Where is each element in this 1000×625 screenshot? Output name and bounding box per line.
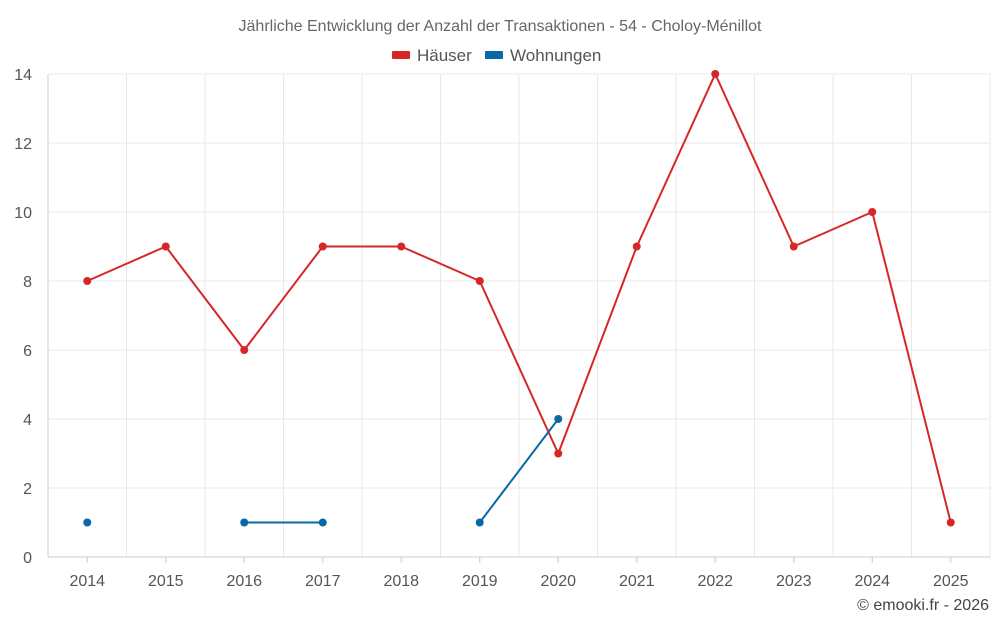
- data-point-haeuser[interactable]: [946, 518, 955, 527]
- data-point-haeuser[interactable]: [240, 346, 249, 354]
- data-point-haeuser[interactable]: [397, 242, 406, 251]
- x-tick-label: 2025: [933, 573, 969, 590]
- legend-item-haeuser[interactable]: Häuser: [392, 46, 472, 65]
- data-point-haeuser[interactable]: [789, 242, 798, 251]
- legend: Häuser Wohnungen: [392, 46, 601, 65]
- series-line-haeuser: [86, 73, 952, 523]
- x-axis: 2014 2015 2016 2017 2018 2019 2020 2021 2022 2023…: [48, 556, 990, 590]
- data-point-haeuser[interactable]: [554, 449, 563, 458]
- y-tick-label: 2: [23, 481, 32, 498]
- chart-title: Jährliche Entwicklung der Anzahl der Tra…: [239, 18, 762, 35]
- y-tick-label: 8: [23, 274, 32, 291]
- x-tick-label: 2022: [697, 573, 733, 590]
- y-tick-label: 6: [23, 343, 32, 360]
- series-lines: [86, 73, 952, 524]
- legend-swatch-wohnungen: [485, 51, 503, 59]
- x-tick-label: 2020: [540, 573, 576, 590]
- grid: [47, 73, 991, 558]
- series-line-wohnungen: [478, 418, 560, 524]
- data-point-haeuser[interactable]: [161, 242, 170, 251]
- x-tick-label: 2015: [148, 573, 184, 590]
- y-tick-label: 14: [14, 67, 32, 84]
- data-point-wohnungen[interactable]: [83, 518, 92, 527]
- x-tick-label: 2016: [226, 573, 262, 590]
- data-point-haeuser[interactable]: [318, 242, 327, 251]
- data-point-wohnungen[interactable]: [475, 518, 484, 527]
- data-point-haeuser[interactable]: [868, 208, 877, 216]
- x-tick-label: 2018: [383, 573, 419, 590]
- x-tick-label: 2017: [305, 573, 341, 590]
- y-axis: 0 2 4 6 8 10 12 14: [14, 67, 49, 567]
- y-tick-label: 0: [23, 550, 32, 567]
- data-point-haeuser[interactable]: [83, 277, 92, 285]
- x-tick-label: 2019: [462, 573, 498, 590]
- legend-swatch-haeuser: [392, 51, 410, 59]
- data-point-haeuser[interactable]: [711, 70, 720, 78]
- x-tick-label: 2024: [854, 573, 890, 590]
- data-point-haeuser[interactable]: [475, 277, 484, 285]
- legend-label-haeuser: Häuser: [417, 46, 472, 65]
- data-point-haeuser[interactable]: [632, 242, 641, 251]
- x-tick-label: 2021: [619, 573, 655, 590]
- x-tick-label: 2014: [69, 573, 105, 590]
- y-tick-label: 4: [23, 412, 32, 429]
- data-point-wohnungen[interactable]: [318, 518, 327, 527]
- y-tick-label: 10: [14, 205, 32, 222]
- series-points: [83, 70, 955, 527]
- y-tick-label: 12: [14, 136, 32, 153]
- credit: © emooki.fr - 2026: [857, 597, 989, 614]
- x-tick-label: 2023: [776, 573, 812, 590]
- legend-item-wohnungen[interactable]: Wohnungen: [485, 46, 601, 65]
- data-point-wohnungen[interactable]: [240, 518, 249, 527]
- data-point-wohnungen[interactable]: [554, 415, 563, 423]
- legend-label-wohnungen: Wohnungen: [510, 46, 601, 65]
